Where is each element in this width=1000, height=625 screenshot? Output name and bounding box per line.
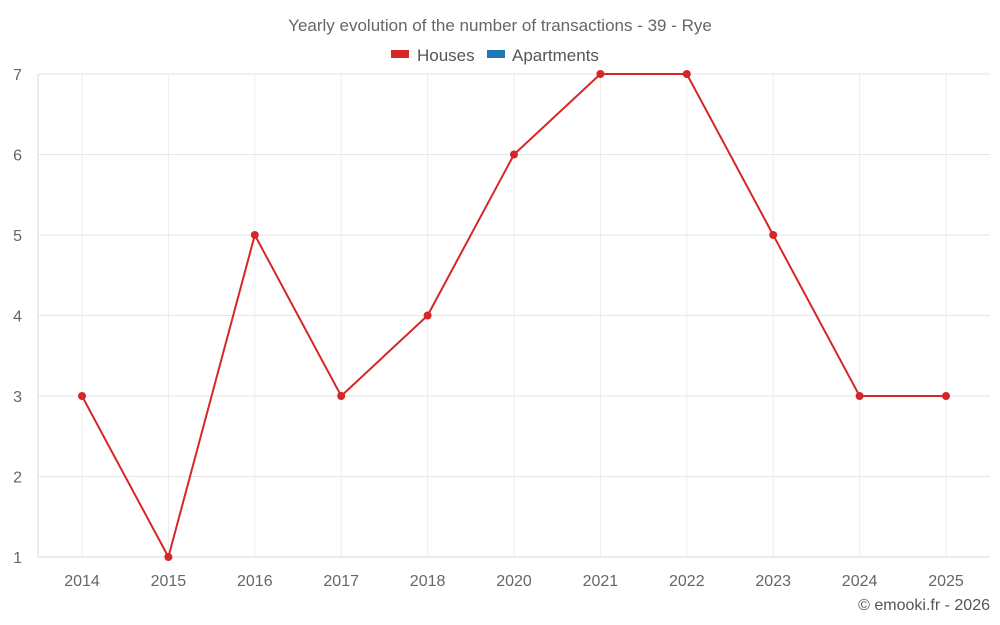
houses-point-2017[interactable]: [337, 392, 346, 400]
x-tick-label: 2020: [496, 573, 532, 590]
x-tick-label: 2024: [842, 573, 878, 590]
x-tick-label: 2018: [410, 573, 446, 590]
x-tick-label: 2014: [64, 573, 100, 590]
x-axis-ticks: 2014 2015 2016 2017 2018 2020 2021 2022 2023 2024…: [64, 573, 964, 590]
legend-apartments-swatch: [487, 50, 505, 58]
y-tick-label: 7: [13, 67, 22, 84]
y-tick-label: 4: [13, 309, 22, 326]
houses-point-2020[interactable]: [510, 150, 518, 159]
x-tick-label: 2016: [237, 573, 273, 590]
y-tick-label: 2: [13, 470, 22, 487]
y-tick-label: 1: [13, 550, 22, 567]
houses-point-2025[interactable]: [942, 392, 950, 400]
legend-apartments-label[interactable]: Apartments: [512, 46, 599, 65]
houses-point-2015[interactable]: [164, 553, 173, 561]
chart-title: Yearly evolution of the number of transa…: [288, 16, 712, 35]
x-tick-label: 2021: [583, 573, 619, 590]
chart-credit: © emooki.fr - 2026: [858, 597, 990, 614]
x-tick-label: 2023: [755, 573, 791, 590]
legend-houses-label[interactable]: Houses: [417, 46, 475, 65]
y-axis-ticks: 1 2 3 4 5 6 7: [13, 67, 22, 567]
houses-point-2018[interactable]: [423, 311, 432, 320]
series-layer: [78, 70, 950, 561]
houses-point-2014[interactable]: [78, 392, 86, 400]
x-tick-label: 2022: [669, 573, 705, 590]
y-tick-label: 5: [13, 228, 22, 245]
y-tick-label: 6: [13, 148, 22, 165]
x-tick-label: 2017: [323, 573, 359, 590]
legend-houses-swatch: [391, 50, 409, 58]
x-tick-label: 2015: [151, 573, 187, 590]
houses-point-2022[interactable]: [682, 70, 691, 78]
x-tick-label: 2025: [928, 573, 964, 590]
houses-point-2021[interactable]: [596, 70, 605, 78]
chart-axes: [37, 74, 990, 558]
chart-legend: Houses Apartments: [391, 46, 599, 65]
houses-point-2023[interactable]: [769, 231, 778, 239]
houses-point-2024[interactable]: [855, 392, 864, 400]
chart-grid: [38, 73, 990, 558]
y-tick-label: 3: [13, 389, 22, 406]
houses-point-2016[interactable]: [250, 231, 259, 239]
